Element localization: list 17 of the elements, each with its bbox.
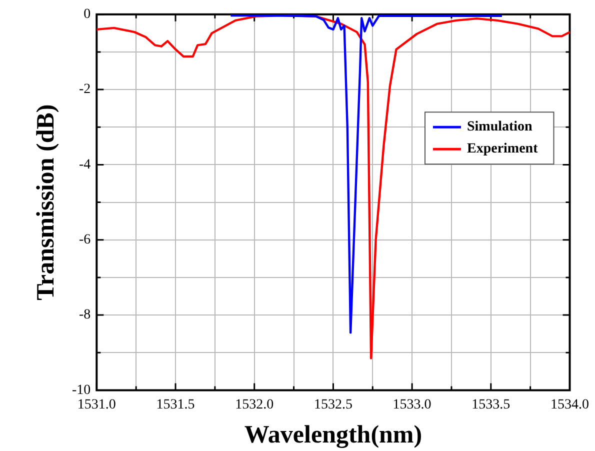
y-tick-label: 0 (84, 7, 91, 22)
legend-label: Experiment (466, 142, 538, 157)
x-tick-label: 1532.5 (314, 397, 352, 412)
legend-label: Simulation (466, 120, 533, 135)
x-tick-label: 1532.0 (235, 397, 274, 412)
x-tick-label: 1531.0 (77, 397, 116, 412)
y-tick-label: -8 (78, 308, 91, 323)
y-tick-label: -10 (72, 382, 91, 398)
y-tick-label: -2 (78, 82, 91, 98)
y-tick-label: -6 (78, 232, 91, 248)
x-tick-label: 1533.0 (392, 397, 432, 412)
y-tick-label: -4 (78, 157, 91, 172)
x-axis-title: Wavelength(nm) (244, 421, 422, 448)
x-tick-label: 1531.5 (156, 397, 195, 412)
y-axis-title: Transmission (dB) (32, 104, 60, 300)
x-tick-label: 1534.0 (550, 397, 589, 412)
x-tick-label: 1533.5 (472, 397, 510, 412)
